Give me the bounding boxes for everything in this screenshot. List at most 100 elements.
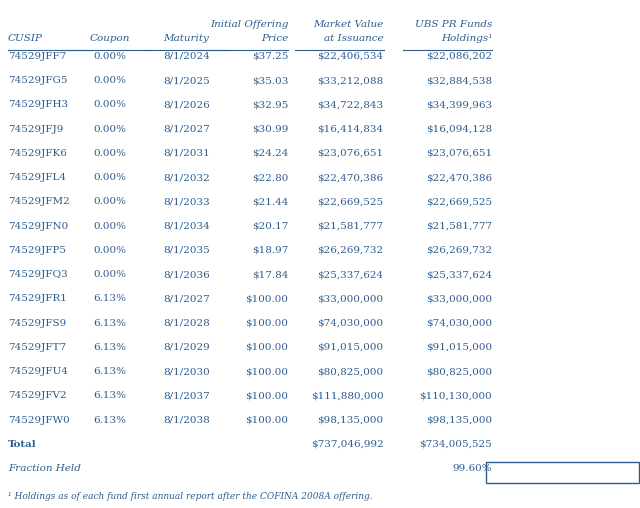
Text: $23,076,651: $23,076,651 [426, 149, 492, 158]
Text: $35.03: $35.03 [252, 76, 288, 85]
Text: 8/1/2033: 8/1/2033 [163, 198, 209, 206]
Text: 8/1/2029: 8/1/2029 [163, 343, 209, 352]
Text: 0.00%: 0.00% [93, 198, 126, 206]
Text: 0.00%: 0.00% [93, 221, 126, 231]
Text: $20.17: $20.17 [252, 221, 288, 231]
Text: 0.00%: 0.00% [93, 52, 126, 61]
Text: $30.99: $30.99 [252, 124, 288, 134]
Text: $21,581,777: $21,581,777 [317, 221, 384, 231]
Text: $26,269,732: $26,269,732 [317, 246, 384, 255]
Text: $37.25: $37.25 [252, 52, 288, 61]
Text: $80,825,000: $80,825,000 [317, 367, 384, 376]
Text: 74529JFF7: 74529JFF7 [8, 52, 66, 61]
Text: $74,030,000: $74,030,000 [426, 319, 492, 328]
Text: 74529JFQ3: 74529JFQ3 [8, 270, 67, 279]
Text: $26,269,732: $26,269,732 [426, 246, 492, 255]
Text: $98,135,000: $98,135,000 [426, 416, 492, 425]
Text: 74529JFN0: 74529JFN0 [8, 221, 68, 231]
Text: $22,086,202: $22,086,202 [426, 52, 492, 61]
Text: 6.13%: 6.13% [93, 416, 126, 425]
Text: 8/1/2027: 8/1/2027 [163, 295, 209, 303]
Text: 0.00%: 0.00% [93, 149, 126, 158]
Text: $23,076,651: $23,076,651 [317, 149, 384, 158]
Text: $734,005,525: $734,005,525 [419, 440, 492, 449]
Text: $22,406,534: $22,406,534 [317, 52, 384, 61]
Text: $17.84: $17.84 [252, 270, 288, 279]
Text: 99.60%: 99.60% [452, 464, 492, 473]
Text: $18.97: $18.97 [252, 246, 288, 255]
Text: 74529JFK6: 74529JFK6 [8, 149, 67, 158]
Text: 0.00%: 0.00% [93, 76, 126, 85]
Text: $80,825,000: $80,825,000 [426, 367, 492, 376]
Text: 74529JFS9: 74529JFS9 [8, 319, 66, 328]
Text: 0.00%: 0.00% [93, 101, 126, 109]
Text: Total: Total [8, 440, 36, 449]
Text: $32.95: $32.95 [252, 101, 288, 109]
Text: 74529JFH3: 74529JFH3 [8, 101, 68, 109]
Text: 8/1/2024: 8/1/2024 [163, 52, 209, 61]
Text: Initial Offering: Initial Offering [210, 20, 288, 29]
Text: Price: Price [261, 34, 288, 43]
Text: $33,000,000: $33,000,000 [426, 295, 492, 303]
Text: $100.00: $100.00 [245, 416, 288, 425]
Text: $111,880,000: $111,880,000 [311, 392, 384, 400]
Text: $74,030,000: $74,030,000 [317, 319, 384, 328]
Text: $91,015,000: $91,015,000 [317, 343, 384, 352]
Text: $91,015,000: $91,015,000 [426, 343, 492, 352]
Text: Maturity: Maturity [163, 34, 209, 43]
Text: Coupon: Coupon [90, 34, 130, 43]
Text: $100.00: $100.00 [245, 392, 288, 400]
Text: 74529JFV2: 74529JFV2 [8, 392, 67, 400]
Text: 6.13%: 6.13% [93, 343, 126, 352]
Text: $100.00: $100.00 [245, 295, 288, 303]
Text: 74529JFG5: 74529JFG5 [8, 76, 67, 85]
Text: $16,094,128: $16,094,128 [426, 124, 492, 134]
Text: $21,581,777: $21,581,777 [426, 221, 492, 231]
Text: 74529JFJ9: 74529JFJ9 [8, 124, 63, 134]
Text: 6.13%: 6.13% [93, 295, 126, 303]
Text: $737,046,992: $737,046,992 [311, 440, 384, 449]
Text: $24.24: $24.24 [252, 149, 288, 158]
Text: $21.44: $21.44 [252, 198, 288, 206]
Text: 8/1/2031: 8/1/2031 [163, 149, 209, 158]
Text: 8/1/2032: 8/1/2032 [163, 173, 209, 182]
Text: 0.00%: 0.00% [93, 246, 126, 255]
Text: 8/1/2035: 8/1/2035 [163, 246, 209, 255]
Text: 8/1/2036: 8/1/2036 [163, 270, 209, 279]
Text: $34,399,963: $34,399,963 [426, 101, 492, 109]
Text: 8/1/2025: 8/1/2025 [163, 76, 209, 85]
Text: $34,722,843: $34,722,843 [317, 101, 384, 109]
Text: 74529JFM2: 74529JFM2 [8, 198, 70, 206]
Text: 0.00%: 0.00% [93, 124, 126, 134]
Text: 74529JFW0: 74529JFW0 [8, 416, 70, 425]
Text: 74529JFL4: 74529JFL4 [8, 173, 66, 182]
Text: $98,135,000: $98,135,000 [317, 416, 384, 425]
Text: 8/1/2026: 8/1/2026 [163, 101, 209, 109]
Text: $25,337,624: $25,337,624 [317, 270, 384, 279]
Text: $33,212,088: $33,212,088 [317, 76, 384, 85]
Text: at Issuance: at Issuance [324, 34, 384, 43]
Text: CUSIP: CUSIP [8, 34, 43, 43]
Text: $100.00: $100.00 [245, 343, 288, 352]
Text: 6.13%: 6.13% [93, 367, 126, 376]
Text: Fraction Held: Fraction Held [8, 464, 81, 473]
Text: 0.00%: 0.00% [93, 270, 126, 279]
Text: $22,470,386: $22,470,386 [426, 173, 492, 182]
Text: $110,130,000: $110,130,000 [419, 392, 492, 400]
Text: $100.00: $100.00 [245, 367, 288, 376]
Text: $16,414,834: $16,414,834 [317, 124, 384, 134]
Text: $25,337,624: $25,337,624 [426, 270, 492, 279]
Text: 74529JFU4: 74529JFU4 [8, 367, 68, 376]
Text: 74529JFP5: 74529JFP5 [8, 246, 66, 255]
Text: 8/1/2030: 8/1/2030 [163, 367, 209, 376]
Text: 0.00%: 0.00% [93, 173, 126, 182]
Text: 8/1/2037: 8/1/2037 [163, 392, 209, 400]
Text: $32,884,538: $32,884,538 [426, 76, 492, 85]
Text: 6.13%: 6.13% [93, 319, 126, 328]
Text: $22,669,525: $22,669,525 [317, 198, 384, 206]
Text: 8/1/2027: 8/1/2027 [163, 124, 209, 134]
Text: $100.00: $100.00 [245, 319, 288, 328]
Text: Holdings¹: Holdings¹ [441, 34, 492, 43]
Text: UBS PR Funds: UBS PR Funds [415, 20, 492, 29]
Text: $22,470,386: $22,470,386 [317, 173, 384, 182]
